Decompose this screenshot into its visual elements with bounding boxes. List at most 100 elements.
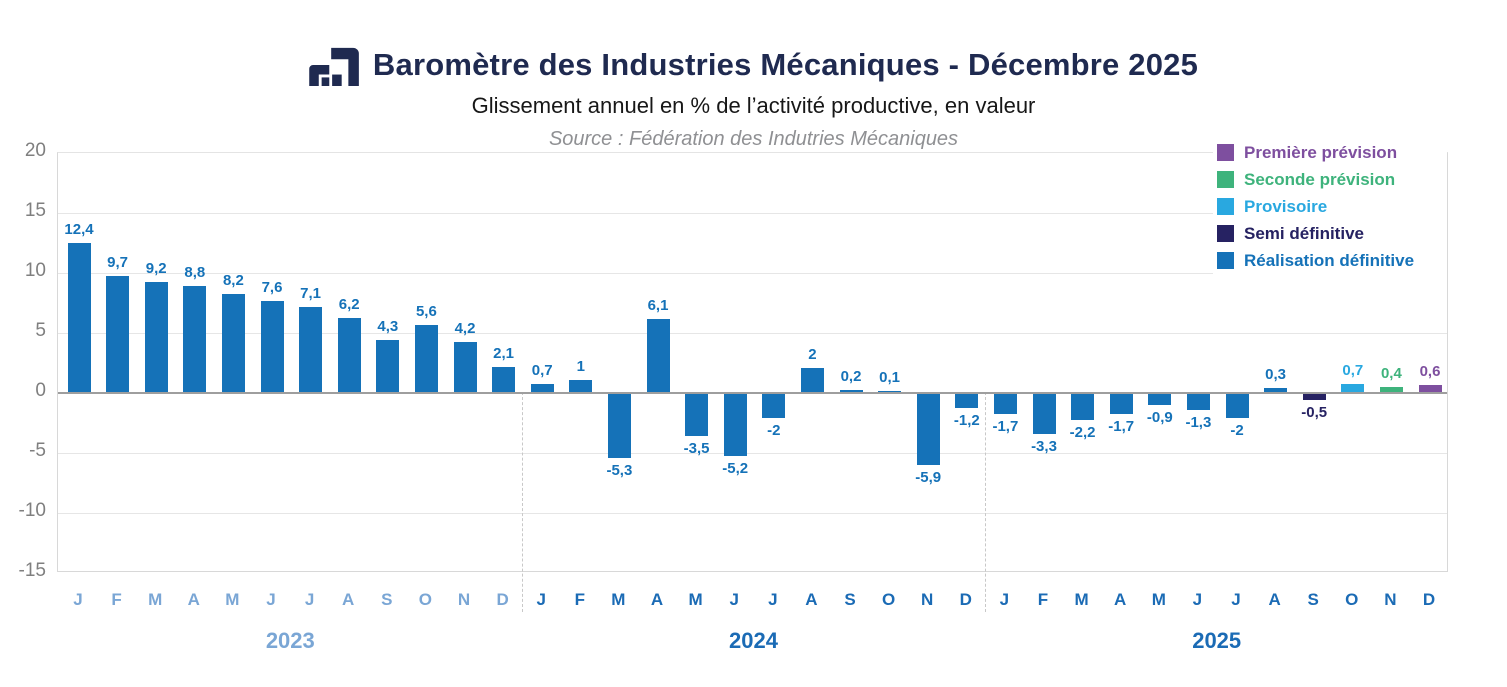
bar (569, 380, 593, 392)
bar (1418, 384, 1442, 392)
plot-area: 12,4 9,7 9,2 8,8 8,2 7,6 7,1 6,2 4,3 5,6 4,2 2,1 0,7… (57, 152, 1448, 572)
bar (646, 318, 670, 392)
bar-value-label: -1,7 (992, 418, 1019, 436)
bar-value-label: 6,2 (338, 295, 360, 313)
bar-value-label: 4,3 (377, 318, 399, 336)
bar (530, 383, 554, 392)
legend-swatch-icon (1217, 225, 1234, 242)
month-label: N (457, 590, 471, 609)
legend-label: Réalisation définitive (1244, 250, 1415, 270)
month-label: J (729, 590, 739, 609)
gridline (58, 273, 1447, 274)
month-label: F (111, 590, 122, 609)
bar (916, 394, 940, 465)
bar-value-label: -1,3 (1185, 413, 1212, 431)
bar-value-label: 8,2 (222, 271, 244, 289)
bar-value-label: 6,1 (647, 296, 669, 314)
month-label: A (1114, 590, 1127, 609)
month-label: J (1231, 590, 1241, 609)
month-label: O (418, 590, 432, 609)
bar (144, 281, 168, 392)
bar (685, 394, 709, 436)
bar (414, 324, 438, 392)
legend-item: Première prévision (1217, 139, 1447, 166)
bar-value-label: 0,2 (840, 367, 862, 385)
source-line: Source : Fédération des Indutries Mécani… (548, 128, 959, 150)
y-tick-label: 5 (35, 320, 46, 341)
bar (607, 394, 631, 458)
bar (221, 293, 245, 392)
legend-label: Seconde prévision (1244, 169, 1396, 189)
bar (1071, 394, 1095, 421)
chart-header: Baromètre des Industries Mécaniques - Dé… (0, 44, 1507, 151)
year-separator-line (521, 392, 523, 612)
bar (993, 394, 1017, 415)
bar-value-label: -2 (767, 422, 781, 439)
month-label: D (1422, 590, 1436, 609)
month-label: N (1384, 590, 1397, 609)
bar-value-label: -5,2 (722, 460, 749, 478)
month-label: A (805, 590, 818, 609)
bar (260, 300, 284, 392)
bar-value-label: 2 (808, 346, 817, 363)
month-label: J (266, 590, 276, 609)
year-separator-line (985, 392, 987, 612)
bar (800, 368, 824, 392)
bar-value-label: 7,6 (261, 278, 283, 296)
month-label: M (1074, 590, 1089, 609)
bar (1264, 388, 1288, 392)
bar (955, 394, 979, 409)
bar-value-label: -0,5 (1301, 404, 1328, 421)
legend: Première prévision Seconde prévision Provi… (1213, 137, 1447, 278)
bar (1186, 394, 1210, 410)
bar-value-label: -0,9 (1146, 408, 1173, 426)
bar (878, 390, 902, 392)
month-label: M (1151, 590, 1166, 609)
bar-value-label: 4,2 (454, 319, 476, 337)
gridline (58, 213, 1447, 214)
legend-item: Réalisation définitive (1217, 247, 1447, 274)
bar-value-label: 9,7 (107, 253, 129, 271)
bar-value-label: 0,1 (879, 368, 901, 386)
month-label: D (959, 590, 972, 609)
month-label: M (688, 590, 703, 609)
year-label: 2024 (729, 628, 778, 653)
month-label: F (1037, 590, 1049, 609)
legend-item: Provisoire (1217, 193, 1447, 220)
bar-value-label: -2,2 (1069, 424, 1096, 442)
bar (1341, 383, 1365, 392)
page-subtitle: Glissement annuel en % de l’activité pro… (471, 93, 1036, 118)
y-tick-label: 15 (24, 200, 46, 221)
month-label: M (225, 590, 240, 609)
fim-logo-icon (309, 44, 361, 86)
bar-value-label: 9,2 (145, 259, 167, 277)
bar-value-label: 12,4 (64, 221, 94, 239)
month-label: O (881, 590, 896, 609)
legend-swatch-icon (1217, 198, 1234, 215)
month-label: D (496, 590, 509, 609)
legend-swatch-icon (1217, 171, 1234, 188)
year-label: 2025 (1192, 628, 1242, 653)
bar-value-label: 0,7 (1342, 361, 1364, 379)
bar (453, 341, 477, 392)
bar-value-label: 7,1 (300, 284, 322, 302)
month-label: J (999, 590, 1010, 609)
legend-swatch-icon (1217, 144, 1234, 161)
bar (376, 340, 400, 392)
y-tick-label: 0 (35, 380, 46, 401)
bar-value-label: 8,8 (184, 264, 206, 282)
month-label: J (768, 590, 778, 609)
gridline (58, 513, 1447, 514)
bar-value-label: -3,5 (683, 440, 710, 457)
month-label: S (844, 590, 856, 609)
bar-value-label: 2,1 (493, 344, 515, 362)
bar-value-label: 1 (576, 358, 585, 375)
month-label: O (1345, 590, 1359, 609)
bar-value-label: -5,3 (606, 461, 633, 479)
y-tick-label: -15 (18, 560, 46, 581)
month-label: J (73, 590, 83, 609)
bar (492, 366, 516, 392)
bar (67, 243, 91, 392)
bar (1032, 394, 1056, 434)
